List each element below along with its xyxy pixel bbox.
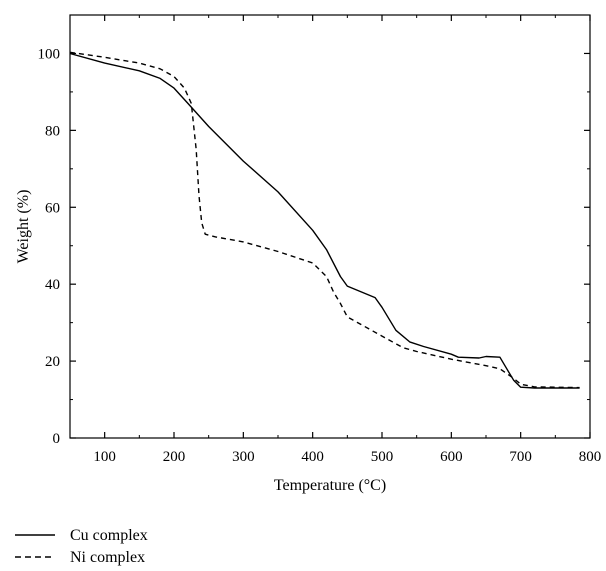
series-line-ni-complex (69, 51, 580, 389)
series-line-cu-complex (69, 52, 580, 389)
x-tick-label: 600 (440, 449, 463, 465)
x-tick-label: 800 (579, 449, 602, 465)
legend-label-ni-complex: Ni complex (70, 549, 145, 566)
x-tick-label: 300 (232, 449, 255, 465)
x-tick-label: 400 (301, 449, 324, 465)
y-axis-title: Weight (%) (15, 190, 32, 264)
y-tick-label: 0 (53, 431, 61, 447)
plot-area (69, 14, 591, 439)
legend: Cu complex Ni complex (15, 527, 148, 566)
x-axis-title: Temperature (°C) (274, 477, 386, 494)
y-tick-label: 80 (45, 123, 60, 139)
y-tick-label: 40 (45, 277, 60, 293)
x-tick-label: 500 (371, 449, 394, 465)
y-tick-label: 20 (45, 354, 60, 370)
legend-label-cu-complex: Cu complex (70, 527, 148, 544)
y-axis-ticks: 0 20 40 60 80 100 (38, 46, 590, 447)
x-tick-label: 200 (163, 449, 186, 465)
x-tick-label: 100 (93, 449, 116, 465)
curves (69, 51, 580, 389)
y-tick-label: 60 (45, 200, 60, 216)
x-tick-label: 700 (509, 449, 532, 465)
x-axis-ticks: 100 200 300 400 500 600 700 800 (69, 15, 602, 465)
plot-frame (69, 14, 591, 439)
y-tick-label: 100 (38, 46, 61, 62)
